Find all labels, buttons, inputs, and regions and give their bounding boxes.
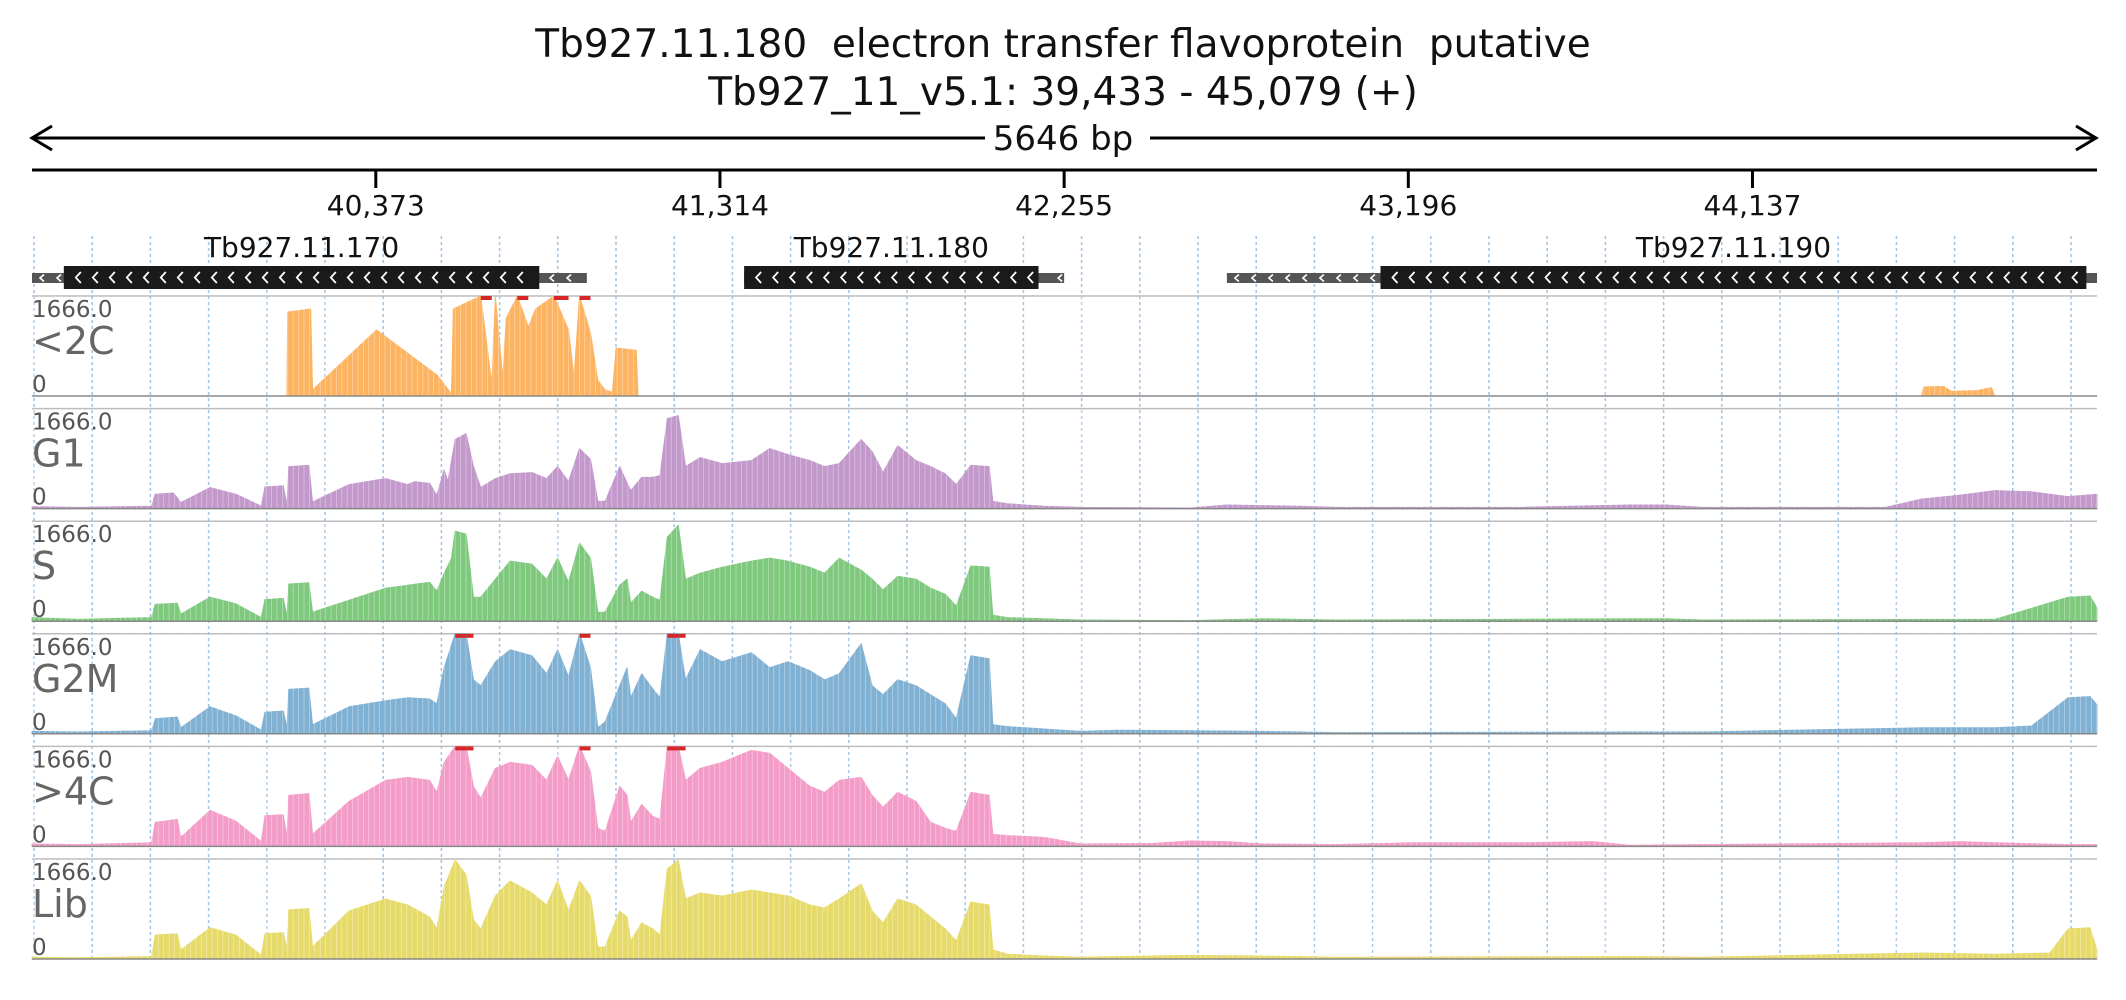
clip-mark: [466, 633, 474, 638]
locus-label: Tb927_11_v5.1: 39,433 - 45,079 (+): [708, 70, 1418, 115]
coverage-profile: [31, 633, 2098, 735]
clip-mark: [466, 746, 474, 751]
x-tick-label: 41,314: [671, 189, 769, 222]
strand-chevrons: [38, 273, 572, 283]
x-axis: 40,373 41,314 42,255 43,196 44,137: [32, 168, 2097, 222]
gene-name-label: Tb927.11.170: [203, 231, 399, 264]
track-2: 1666.0 0 S: [31, 520, 2098, 623]
gene-name-label: Tb927.11.190: [1635, 231, 1831, 264]
track-y-max-label: 1666.0: [32, 747, 112, 773]
clip-mark: [455, 746, 467, 751]
bin-separators: [33, 633, 2098, 734]
track-y-max-label: 1666.0: [32, 410, 112, 436]
coverage-tracks: 1666.00<2C1666.00G11666.00S1666.00G2M166…: [31, 295, 2098, 961]
strand-chevrons: [74, 271, 524, 284]
clip-mark: [480, 296, 492, 300]
track-1: 1666.0 0 G1: [31, 407, 2098, 511]
track-y-min-label: 0: [32, 372, 47, 398]
clip-mark: [667, 746, 679, 751]
track-y-max-label: 1666.0: [32, 297, 112, 323]
clip-mark: [553, 296, 569, 300]
x-tick-label: 43,196: [1359, 189, 1457, 222]
track-y-min-label: 0: [32, 597, 47, 623]
x-tick-label: 40,373: [327, 189, 425, 222]
clip-mark: [517, 296, 529, 300]
gene-name-label: Tb927.11.180: [793, 231, 989, 264]
span-indicator: 5646 bp: [29, 119, 2099, 159]
strand-chevrons: [1056, 273, 1063, 283]
span-arrowhead-right: [2075, 124, 2099, 152]
x-tick-label: 44,137: [1703, 189, 1801, 222]
track-y-min-label: 0: [32, 935, 47, 961]
bin-separators: [33, 746, 2098, 847]
track-y-min-label: 0: [32, 485, 47, 511]
clip-mark: [455, 633, 467, 638]
span-arrowhead-left: [29, 124, 53, 152]
clip-mark: [579, 746, 591, 751]
coverage-profile: [31, 524, 2098, 622]
track-name-label: >4C: [32, 769, 115, 813]
coverage-profile: [31, 859, 2098, 960]
bin-separators: [33, 859, 2098, 959]
clip-mark: [678, 746, 686, 751]
gridlines: [33, 236, 2072, 962]
bin-separators: [33, 521, 2098, 622]
gene-title: Tb927.11.180 electron transfer flavoprot…: [535, 22, 1591, 67]
track-name-label: G1: [32, 432, 86, 476]
track-4: 1666.0 0 >4C: [31, 745, 2098, 848]
coverage-profile: [31, 295, 2098, 397]
clip-mark: [667, 633, 679, 638]
track-y-max-label: 1666.0: [32, 522, 112, 548]
bin-separators: [33, 408, 2098, 509]
bin-separators: [33, 296, 2098, 396]
span-label: 5646 bp: [993, 119, 1134, 159]
track-5: 1666.0 0 Lib: [31, 858, 2098, 961]
track-y-min-label: 0: [32, 822, 47, 848]
strand-chevrons: [754, 271, 1034, 284]
gene-track: Tb927.11.170 Tb927.11.180 Tb927.11.190: [32, 231, 2097, 289]
track-name-label: <2C: [32, 319, 115, 363]
coverage-profile: [31, 745, 2098, 847]
clip-mark: [579, 296, 591, 300]
track-name-label: Lib: [32, 882, 88, 926]
clip-mark: [678, 633, 686, 638]
strand-chevrons: [1391, 271, 2079, 284]
track-y-min-label: 0: [32, 710, 47, 736]
track-0: 1666.0 0 <2C: [31, 295, 2098, 398]
track-name-label: G2M: [32, 657, 118, 701]
track-y-max-label: 1666.0: [32, 635, 112, 661]
clip-mark: [579, 633, 591, 638]
coverage-profile: [31, 415, 2098, 510]
x-tick-label: 42,255: [1015, 189, 1113, 222]
track-3: 1666.0 0 G2M: [31, 633, 2098, 736]
track-y-max-label: 1666.0: [32, 860, 112, 886]
track-name-label: S: [32, 544, 56, 588]
strand-chevrons: [1233, 273, 1376, 283]
